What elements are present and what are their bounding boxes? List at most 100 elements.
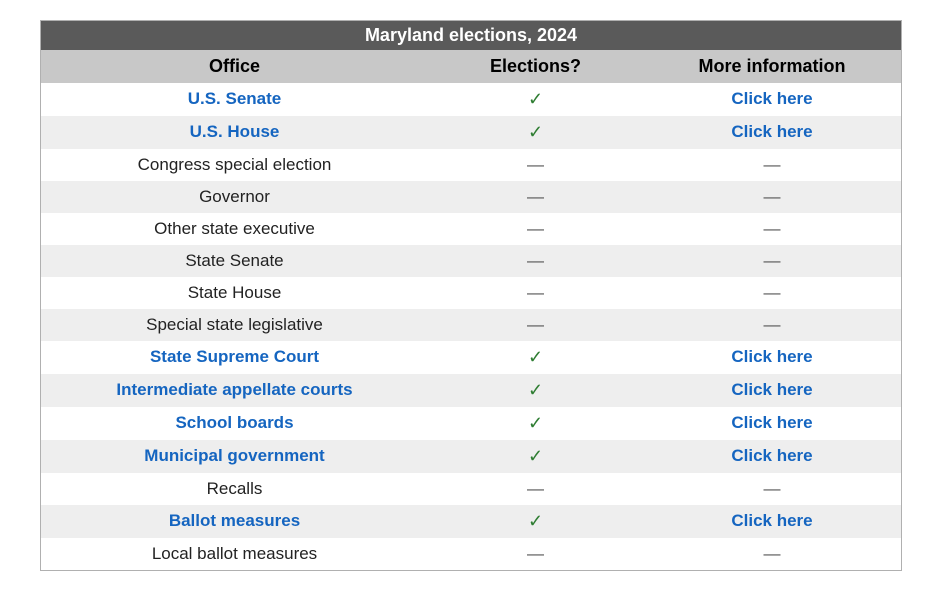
office-cell: Governor — [41, 181, 428, 213]
elections-cell: ✓ — [428, 407, 643, 440]
check-icon: ✓ — [528, 347, 543, 367]
dash-icon: — — [764, 479, 781, 498]
more-cell: Click here — [643, 374, 901, 407]
office-cell: Local ballot measures — [41, 538, 428, 570]
table-row: Congress special election — — — [41, 149, 901, 181]
more-info-link[interactable]: Click here — [731, 89, 812, 108]
office-cell: U.S. Senate — [41, 83, 428, 116]
dash-icon: — — [764, 315, 781, 334]
dash-icon: — — [764, 251, 781, 270]
table-row: Governor — — — [41, 181, 901, 213]
more-cell: Click here — [643, 505, 901, 538]
elections-cell: ✓ — [428, 116, 643, 149]
check-icon: ✓ — [528, 446, 543, 466]
more-cell: — — [643, 245, 901, 277]
dash-icon: — — [527, 155, 544, 174]
office-cell: U.S. House — [41, 116, 428, 149]
dash-icon: — — [764, 219, 781, 238]
table-row: Recalls — — — [41, 473, 901, 505]
more-cell: — — [643, 538, 901, 570]
office-link[interactable]: State Supreme Court — [150, 347, 319, 366]
dash-icon: — — [527, 187, 544, 206]
table-title: Maryland elections, 2024 — [41, 21, 901, 50]
more-cell: — — [643, 277, 901, 309]
more-cell: — — [643, 473, 901, 505]
more-info-link[interactable]: Click here — [731, 380, 812, 399]
office-link[interactable]: Intermediate appellate courts — [116, 380, 352, 399]
office-link[interactable]: School boards — [175, 413, 293, 432]
check-icon: ✓ — [528, 380, 543, 400]
office-link[interactable]: U.S. House — [190, 122, 280, 141]
dash-icon: — — [764, 544, 781, 563]
elections-cell: ✓ — [428, 374, 643, 407]
dash-icon: — — [764, 283, 781, 302]
table-row: School boards ✓ Click here — [41, 407, 901, 440]
elections-cell: ✓ — [428, 505, 643, 538]
table-body: U.S. Senate ✓ Click here U.S. House ✓ Click h… — [41, 83, 901, 570]
dash-icon: — — [527, 315, 544, 334]
office-cell: Ballot measures — [41, 505, 428, 538]
dash-icon: — — [527, 544, 544, 563]
office-cell: Recalls — [41, 473, 428, 505]
elections-cell: ✓ — [428, 341, 643, 374]
table-header-row: Office Elections? More information — [41, 50, 901, 83]
office-cell: School boards — [41, 407, 428, 440]
check-icon: ✓ — [528, 511, 543, 531]
office-cell: Intermediate appellate courts — [41, 374, 428, 407]
more-info-link[interactable]: Click here — [731, 413, 812, 432]
more-info-link[interactable]: Click here — [731, 122, 812, 141]
table-row: State Supreme Court ✓ Click here — [41, 341, 901, 374]
office-cell: Municipal government — [41, 440, 428, 473]
more-info-link[interactable]: Click here — [731, 511, 812, 530]
check-icon: ✓ — [528, 122, 543, 142]
check-icon: ✓ — [528, 89, 543, 109]
elections-cell: — — [428, 245, 643, 277]
office-cell: Other state executive — [41, 213, 428, 245]
table-row: Local ballot measures — — — [41, 538, 901, 570]
office-link[interactable]: Municipal government — [144, 446, 324, 465]
dash-icon: — — [527, 219, 544, 238]
more-cell: — — [643, 149, 901, 181]
more-cell: — — [643, 181, 901, 213]
table-row: Intermediate appellate courts ✓ Click here — [41, 374, 901, 407]
elections-cell: ✓ — [428, 440, 643, 473]
col-header-more: More information — [643, 50, 901, 83]
dash-icon: — — [764, 155, 781, 174]
elections-cell: — — [428, 149, 643, 181]
dash-icon: — — [764, 187, 781, 206]
table-row: Municipal government ✓ Click here — [41, 440, 901, 473]
table-row: State Senate — — — [41, 245, 901, 277]
office-link[interactable]: Ballot measures — [169, 511, 300, 530]
more-cell: Click here — [643, 440, 901, 473]
table-row: Special state legislative — — — [41, 309, 901, 341]
more-cell: — — [643, 309, 901, 341]
elections-cell: — — [428, 473, 643, 505]
more-info-link[interactable]: Click here — [731, 347, 812, 366]
office-cell: State Supreme Court — [41, 341, 428, 374]
more-cell: — — [643, 213, 901, 245]
more-info-link[interactable]: Click here — [731, 446, 812, 465]
elections-table: Maryland elections, 2024 Office Election… — [40, 20, 902, 571]
more-cell: Click here — [643, 83, 901, 116]
elections-cell: — — [428, 181, 643, 213]
col-header-office: Office — [41, 50, 428, 83]
elections-cell: ✓ — [428, 83, 643, 116]
office-cell: Congress special election — [41, 149, 428, 181]
more-cell: Click here — [643, 407, 901, 440]
dash-icon: — — [527, 479, 544, 498]
office-cell: State House — [41, 277, 428, 309]
more-cell: Click here — [643, 116, 901, 149]
table-row: State House — — — [41, 277, 901, 309]
dash-icon: — — [527, 283, 544, 302]
check-icon: ✓ — [528, 413, 543, 433]
office-cell: State Senate — [41, 245, 428, 277]
more-cell: Click here — [643, 341, 901, 374]
office-cell: Special state legislative — [41, 309, 428, 341]
table-row: U.S. Senate ✓ Click here — [41, 83, 901, 116]
col-header-elections: Elections? — [428, 50, 643, 83]
table-row: Other state executive — — — [41, 213, 901, 245]
office-link[interactable]: U.S. Senate — [188, 89, 282, 108]
elections-cell: — — [428, 538, 643, 570]
dash-icon: — — [527, 251, 544, 270]
table-row: Ballot measures ✓ Click here — [41, 505, 901, 538]
